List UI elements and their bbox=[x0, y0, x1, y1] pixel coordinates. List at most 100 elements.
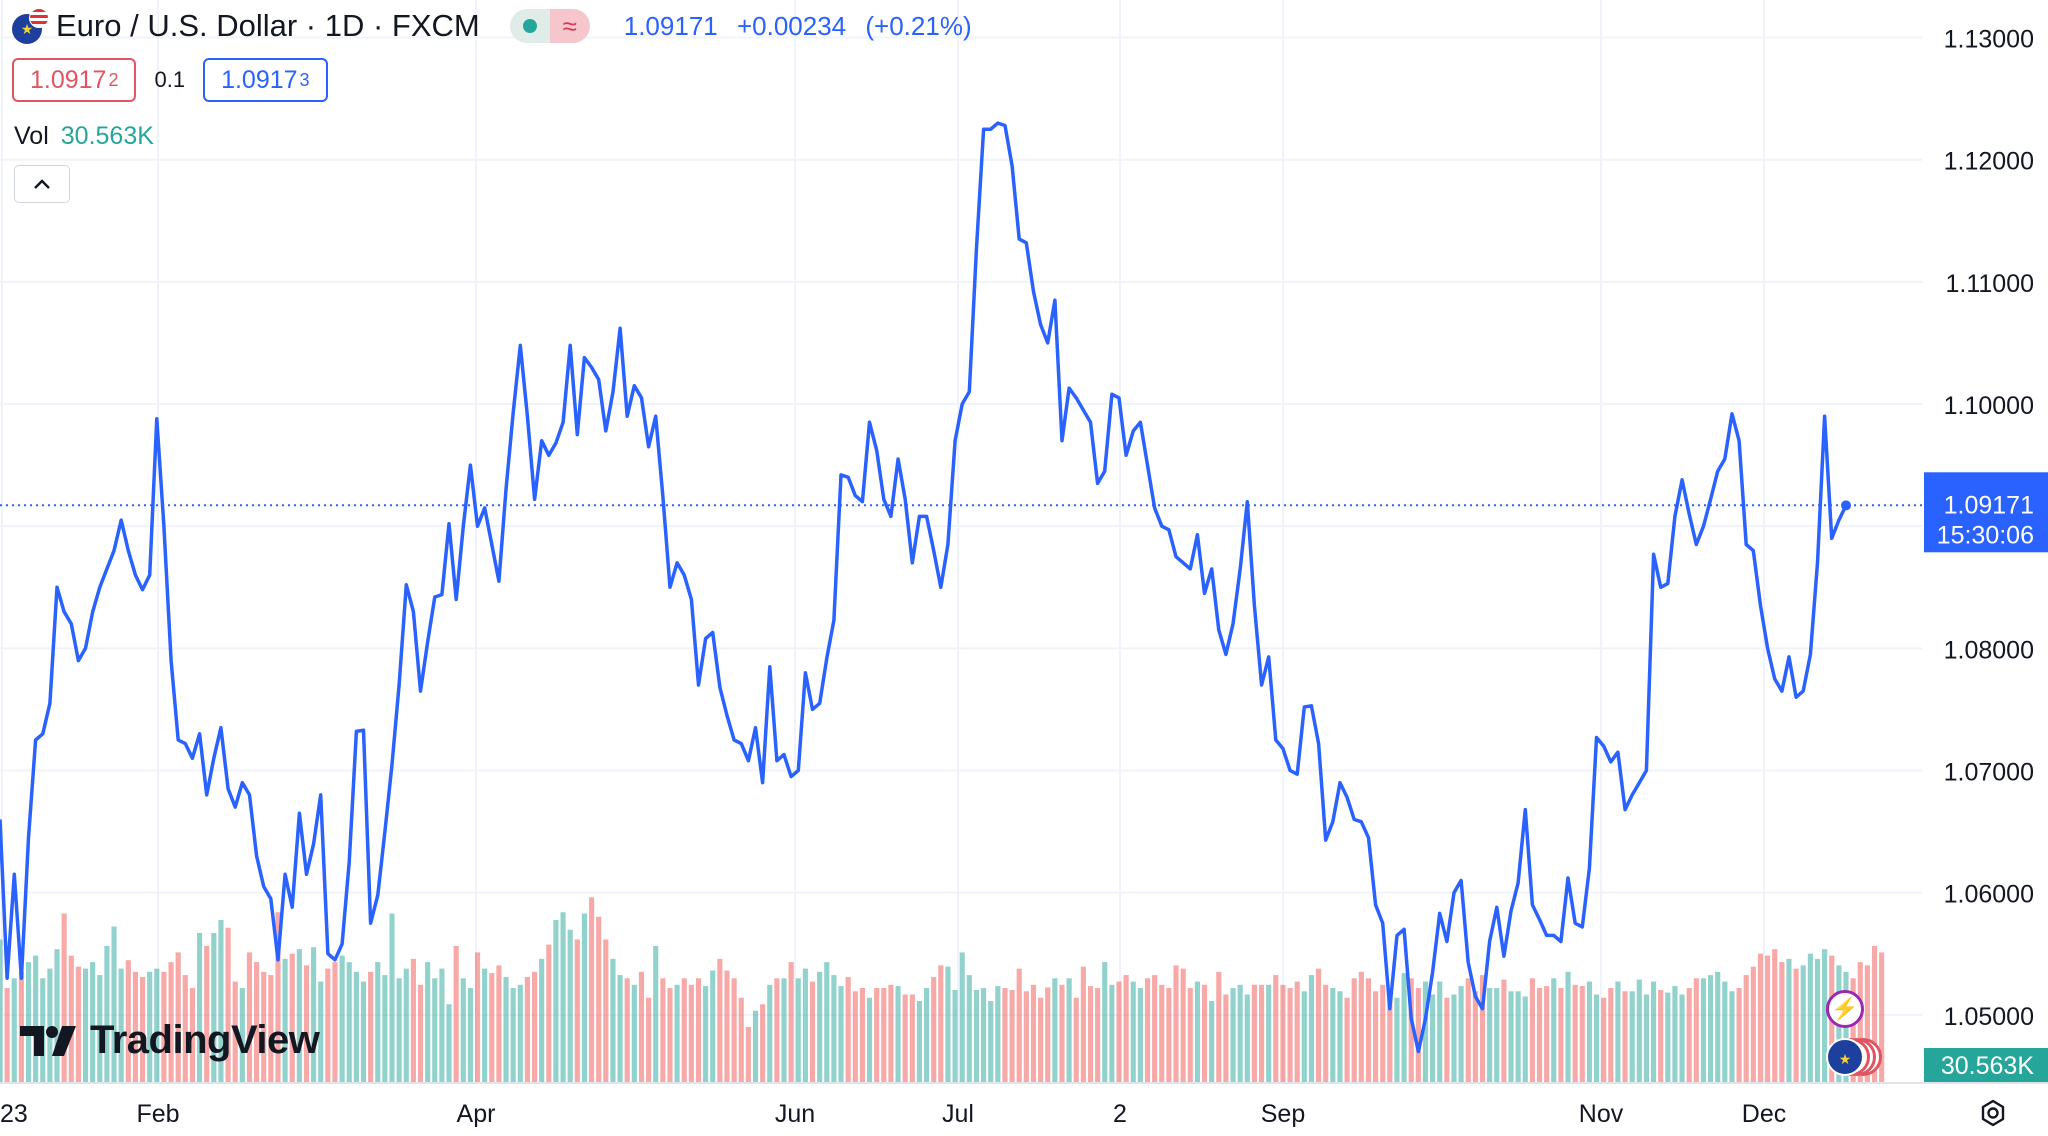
collapse-legend-button[interactable] bbox=[14, 165, 70, 203]
price-line-series bbox=[0, 121, 1848, 1054]
volume-bar bbox=[1201, 984, 1208, 1082]
volume-bar bbox=[581, 913, 588, 1082]
volume-bar bbox=[1394, 997, 1400, 1082]
volume-bar bbox=[1087, 986, 1094, 1082]
volume-bar bbox=[653, 945, 659, 1082]
volume-bar bbox=[995, 986, 1001, 1082]
volume-bar bbox=[596, 916, 602, 1082]
volume-bar bbox=[1643, 994, 1649, 1082]
volume-bar bbox=[617, 975, 623, 1082]
volume-bar bbox=[1558, 988, 1564, 1082]
market-status-pill[interactable]: ≈ bbox=[509, 9, 590, 43]
volume-bar bbox=[1237, 984, 1243, 1082]
volume-bar bbox=[1030, 984, 1037, 1082]
volume-bar bbox=[218, 920, 224, 1082]
volume-bar bbox=[1016, 968, 1022, 1082]
volume-bar bbox=[1280, 984, 1286, 1082]
volume-bar bbox=[1822, 949, 1828, 1082]
volume-bar bbox=[1864, 965, 1870, 1082]
volume-bar bbox=[1415, 988, 1421, 1082]
volume-bar bbox=[1380, 984, 1386, 1082]
last-price-marker bbox=[1841, 500, 1851, 511]
volume-bar bbox=[432, 978, 438, 1082]
volume-bar bbox=[774, 978, 780, 1082]
volume-bar bbox=[1137, 988, 1143, 1082]
volume-bar bbox=[1515, 991, 1521, 1082]
chevron-up-icon bbox=[34, 179, 50, 189]
volume-bar bbox=[1786, 958, 1792, 1082]
volume-bar bbox=[303, 965, 310, 1082]
volume-bar bbox=[674, 984, 680, 1082]
symbol-legend: ★ Euro / U.S. Dollar · 1D · FXCM ≈ 1.091… bbox=[12, 4, 984, 48]
volume-bar bbox=[1715, 971, 1721, 1082]
volume-bar bbox=[125, 960, 131, 1082]
volume-bar bbox=[824, 962, 830, 1082]
volume-bar bbox=[189, 988, 196, 1082]
volume-bar bbox=[403, 968, 409, 1082]
volume-bar bbox=[1152, 975, 1158, 1082]
volume-bar bbox=[1102, 962, 1108, 1082]
y-tick-label: 1.05000 bbox=[1944, 1003, 2034, 1031]
volume-bar bbox=[724, 970, 730, 1082]
change-value: +0.00234 bbox=[736, 10, 847, 41]
volume-bar bbox=[268, 975, 274, 1082]
volume-bar bbox=[524, 977, 530, 1082]
volume-bar bbox=[239, 988, 245, 1082]
volume-bar bbox=[197, 932, 203, 1082]
volume-bar bbox=[517, 984, 523, 1082]
volume-bar bbox=[453, 945, 459, 1082]
volume-bar bbox=[54, 949, 60, 1082]
spread-value: 0.1 bbox=[154, 67, 186, 92]
volume-bar bbox=[1736, 988, 1742, 1082]
volume-bar bbox=[931, 977, 937, 1082]
y-tick-label: 1.13000 bbox=[1944, 26, 2034, 54]
volume-bar bbox=[1266, 984, 1272, 1082]
volume-bar bbox=[318, 981, 324, 1082]
volume-bar bbox=[111, 926, 117, 1082]
x-tick-label: 23 bbox=[0, 1100, 28, 1128]
volume-bar bbox=[1216, 971, 1222, 1082]
volume-bar bbox=[225, 927, 231, 1082]
change-pct-value: (+0.21%) bbox=[865, 10, 972, 41]
symbol-title[interactable]: Euro / U.S. Dollar · 1D · FXCM bbox=[56, 8, 480, 43]
volume-bar bbox=[1508, 991, 1514, 1082]
buy-button[interactable]: 1.0917 3 bbox=[203, 58, 328, 102]
volume-bar bbox=[132, 971, 138, 1082]
lightning-icon[interactable]: ⚡ bbox=[1826, 990, 1864, 1028]
volume-bar bbox=[731, 978, 737, 1082]
volume-bar bbox=[817, 971, 823, 1082]
volume-bar bbox=[788, 962, 794, 1082]
gear-icon[interactable] bbox=[1978, 1098, 2008, 1128]
volume-bar bbox=[75, 966, 81, 1082]
volume-bar bbox=[938, 965, 944, 1082]
volume-bar bbox=[1458, 986, 1464, 1082]
volume-bar bbox=[1323, 984, 1329, 1082]
volume-bar bbox=[311, 947, 317, 1082]
volume-bar bbox=[809, 981, 816, 1082]
buy-price: 1.0917 bbox=[221, 65, 298, 94]
volume-bar bbox=[638, 971, 645, 1082]
volume-bar bbox=[1444, 997, 1450, 1082]
volume-legend[interactable]: Vol 30.563K bbox=[14, 122, 154, 151]
volume-bar bbox=[1038, 997, 1044, 1082]
volume-bar bbox=[1344, 997, 1350, 1082]
volume-bar bbox=[1658, 989, 1664, 1082]
volume-bar bbox=[624, 978, 630, 1082]
volume-bar bbox=[1294, 981, 1300, 1082]
volume-bar bbox=[1665, 992, 1671, 1082]
volume-bar bbox=[425, 962, 431, 1082]
sell-button[interactable]: 1.0917 2 bbox=[12, 58, 137, 102]
data-delay-icon: ≈ bbox=[549, 9, 590, 43]
volume-bar bbox=[1593, 994, 1600, 1082]
volume-bar bbox=[1358, 971, 1364, 1082]
volume-bar bbox=[888, 984, 894, 1082]
volume-bar bbox=[1565, 971, 1571, 1082]
volume-bar bbox=[1622, 991, 1628, 1082]
buy-price-pip: 3 bbox=[299, 69, 310, 90]
symbol-stack-icon[interactable]: ★ bbox=[1826, 1038, 1882, 1076]
volume-bar bbox=[389, 913, 395, 1082]
volume-bar bbox=[33, 955, 39, 1082]
tradingview-logo[interactable]: TradingView bbox=[18, 1018, 320, 1063]
volume-bar bbox=[1601, 997, 1607, 1082]
